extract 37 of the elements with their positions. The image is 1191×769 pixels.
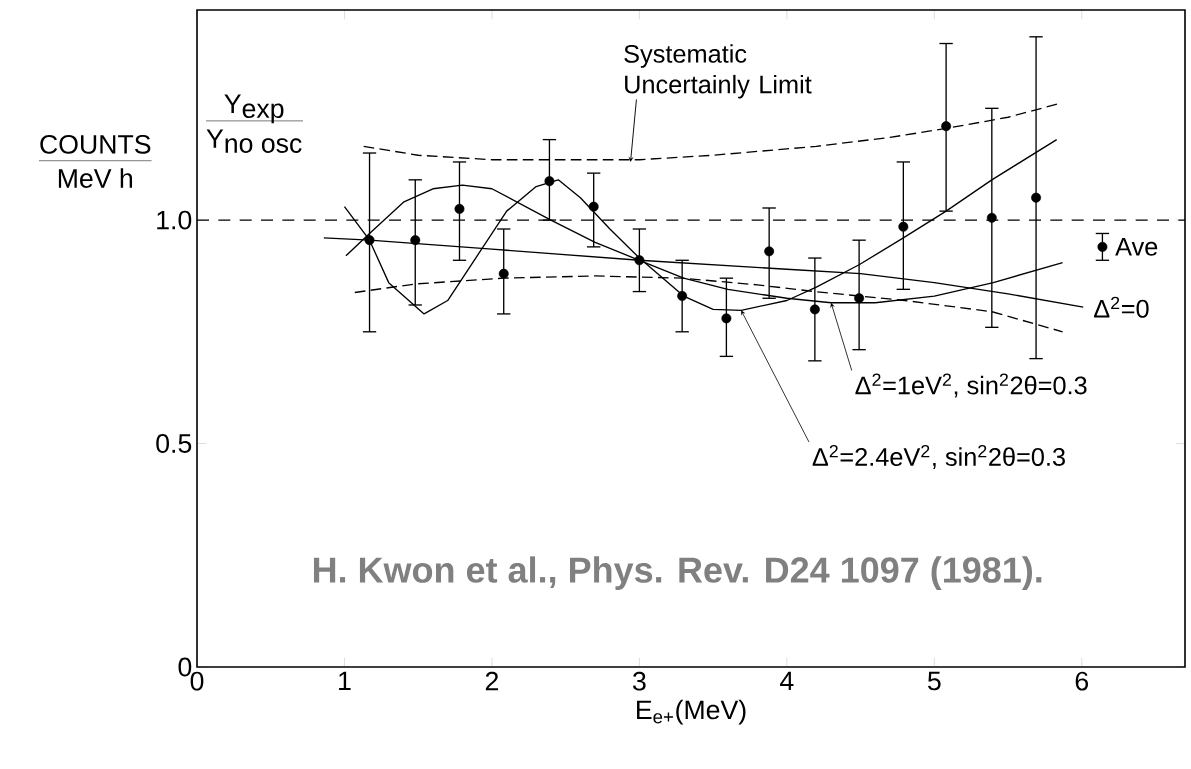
annotation: $\mbox{Y}_{\mbox{no osc}}$ [206, 129, 302, 153]
y-tick-label: 1.0 [157, 210, 192, 230]
point [454, 203, 465, 214]
point [1097, 241, 1108, 252]
text: Δ$^{2}$=1eV$^{2}$, sin$^{2}$2θ=0.3 [855, 373, 1087, 398]
x-tick-label: 3 [633, 671, 646, 691]
point [854, 293, 865, 304]
point [764, 246, 775, 257]
y-tick-label: 0.5 [156, 434, 192, 453]
point [898, 221, 909, 232]
x-axis-title: E$_{e+}$(MeV) [637, 699, 746, 725]
point [364, 235, 375, 246]
text: COUNTS [40, 134, 151, 154]
point [941, 121, 952, 132]
annotation: H. Kwon et al., Phys. Rev. D24 1097 (1981). [313, 556, 1042, 590]
point [677, 291, 688, 301]
x-tick-label: 6 [1075, 671, 1089, 691]
x-tick-label: 5 [927, 671, 941, 691]
series-label: Δ$^{2}$=0 [1094, 296, 1149, 318]
point [1031, 192, 1041, 203]
point [498, 268, 509, 279]
point [588, 201, 599, 212]
x-tick-label: 1 [339, 671, 351, 691]
text: MeV h [58, 168, 133, 188]
annotation: Systematic Uncertainly Limit [624, 44, 812, 99]
x-tick-label: 2 [485, 671, 498, 691]
x-tick-label: 4 [780, 671, 794, 691]
point [721, 313, 732, 324]
point [544, 176, 555, 187]
point [634, 255, 645, 266]
point [986, 212, 997, 223]
annotation: $\mbox{Y}_{\mbox{exp}}$ [224, 94, 284, 124]
text: Δ$^{2}$=2.4eV$^{2}$, sin$^{2}$2θ=0.3 [812, 444, 1065, 469]
y-tick-label: 0 [178, 657, 192, 677]
series-label: Ave [1115, 238, 1158, 256]
point [809, 304, 820, 315]
point [410, 235, 421, 246]
